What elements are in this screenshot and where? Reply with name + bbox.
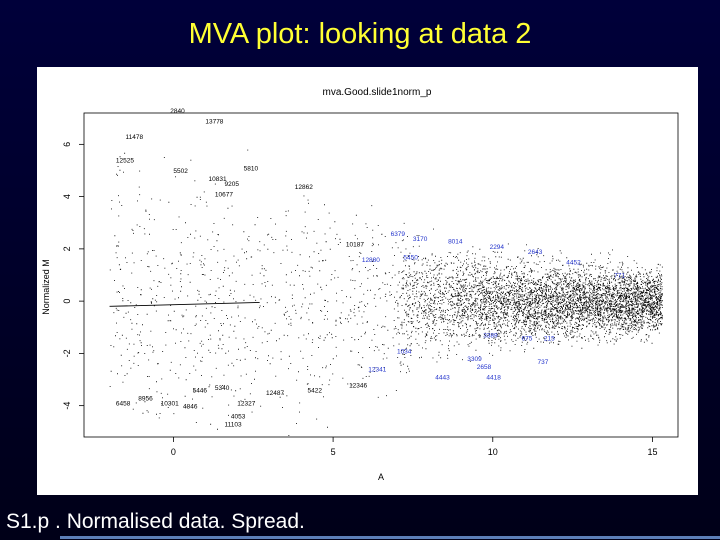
point-label: 4452 [566,260,581,267]
point-label: 12862 [295,184,313,191]
axis-ticks: 0 5 10 15 -4 -2 0 2 4 6 [62,142,657,457]
fit-line [109,301,260,307]
point-label: 4443 [435,375,450,382]
point-label: 4053 [231,414,246,421]
slide-footer: S1.p . Normalised data. Spread. [6,510,305,533]
point-label: 6379 [391,231,406,238]
point-label: 12880 [362,257,380,264]
x-axis-label: A [378,472,384,482]
fit-line-segment [109,301,260,307]
point-label: 8014 [448,239,463,246]
point-label: 5340 [215,385,230,392]
x-tick-label: 10 [488,447,498,457]
y-tick-label: -2 [62,349,72,357]
point-label: 11103 [225,422,242,429]
point-label: 737 [537,359,548,366]
point-label: 3170 [413,236,428,243]
plot-canvas: mva.Good.slide1norm_p A Normalized M 0 5 1… [41,87,679,482]
point-label: 5810 [244,165,259,172]
y-tick-label: 4 [62,194,72,199]
point-label: 2840 [170,108,185,115]
plot-title: mva.Good.slide1norm_p [323,87,432,98]
y-tick-label: 6 [62,142,72,147]
point-label: 10301 [161,401,179,408]
mva-plot: mva.Good.slide1norm_p A Normalized M 0 5 1… [37,67,698,495]
point-label: 12341 [368,367,386,374]
x-tick-label: 15 [647,447,657,457]
footer-rule [60,536,720,539]
point-label: 2294 [490,244,505,251]
point-label: 12327 [237,401,255,408]
point-label: 4418 [486,375,501,382]
y-tick-label: -4 [62,402,72,410]
point-label: 2658 [477,364,492,371]
point-label: 2643 [528,249,543,256]
point-label: 11478 [126,134,144,141]
point-label: 3389 [483,333,498,340]
plot-box [83,112,679,438]
y-tick-label: 2 [62,246,72,251]
point-label: 12346 [349,382,367,389]
y-axis-label: Normalized M [41,259,51,315]
point-label: 9205 [225,181,240,188]
point-label: 5450 [403,254,418,261]
point-label: 12487 [266,390,284,397]
point-label: 6458 [116,401,131,408]
point-label: 3309 [467,356,482,363]
point-label: 12525 [116,158,134,165]
point-label: 10831 [209,176,227,183]
x-tick-label: 0 [171,447,176,457]
point-label: 13778 [205,118,223,125]
point-label: 5446 [193,388,208,395]
point-label: 4846 [183,403,198,410]
point-label: 10677 [215,192,233,199]
point-label: 1034 [397,348,412,355]
x-tick-label: 5 [331,447,336,457]
point-label: 10187 [346,241,364,248]
point-label: 5502 [173,168,188,175]
point-label: 8956 [138,395,153,402]
point-label: 675 [522,335,533,342]
point-label: 771 [614,273,625,280]
point-label: 215 [544,335,555,342]
point-label: 5422 [308,388,323,395]
y-tick-label: 0 [62,299,72,304]
slide-title: MVA plot: looking at data 2 [188,18,532,50]
